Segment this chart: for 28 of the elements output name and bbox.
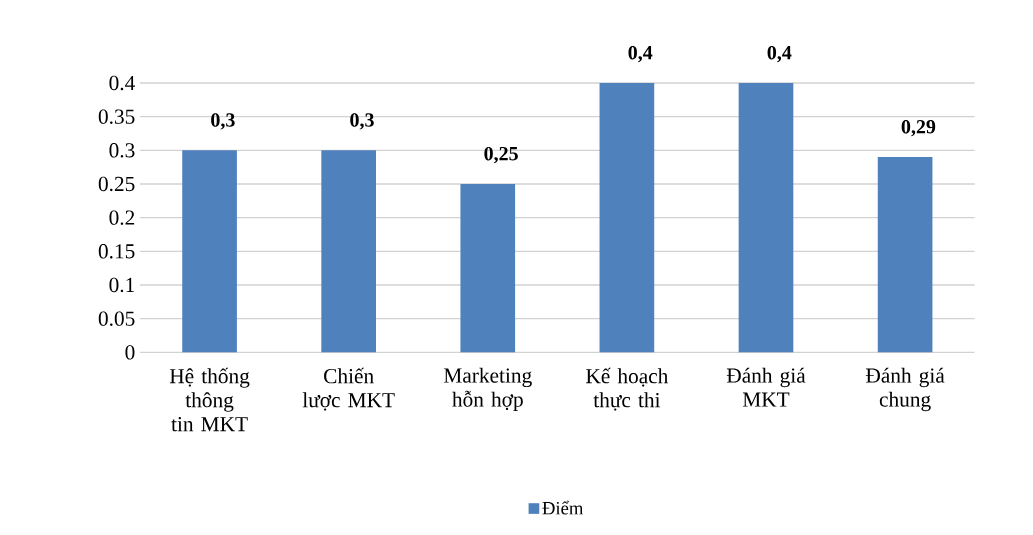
y-tick-label: 0.35	[98, 109, 135, 124]
y-tick-label: 0.3	[109, 143, 135, 158]
data-label: 0,3	[350, 113, 374, 130]
data-label: 0,3	[211, 113, 235, 130]
y-tick-label: 0.25	[98, 176, 135, 192]
data-label: 0,25	[484, 146, 518, 164]
y-tick-label: 0.15	[98, 244, 135, 259]
x-tick-label: Kế hoạch thực thi	[586, 367, 669, 411]
y-tick-label: 0.05	[98, 311, 135, 326]
data-label: 0,4	[767, 45, 792, 63]
x-tick-label: Hệ thống thông tin MKT	[169, 367, 250, 432]
y-tick-label: 0	[125, 345, 135, 360]
data-label: 0,29	[901, 119, 936, 137]
x-tick-label: Đánh giá chung	[865, 367, 945, 412]
bar	[321, 150, 376, 353]
x-tick-label: Đánh giá MKT	[726, 367, 806, 407]
legend-label: Điểm	[542, 500, 584, 515]
y-tick-label: 0.1	[109, 277, 135, 293]
x-tick-label: Marketing hỗn hợp	[443, 367, 532, 412]
y-tick-label: 0.4	[109, 75, 135, 91]
x-tick-label: Chiến lược MKT	[302, 367, 395, 411]
bar	[182, 150, 237, 353]
bar	[460, 183, 516, 353]
bar	[599, 83, 655, 353]
y-tick-label: 0.2	[109, 210, 135, 225]
bar	[877, 157, 933, 353]
bar	[738, 83, 794, 353]
data-label: 0,4	[628, 45, 653, 63]
